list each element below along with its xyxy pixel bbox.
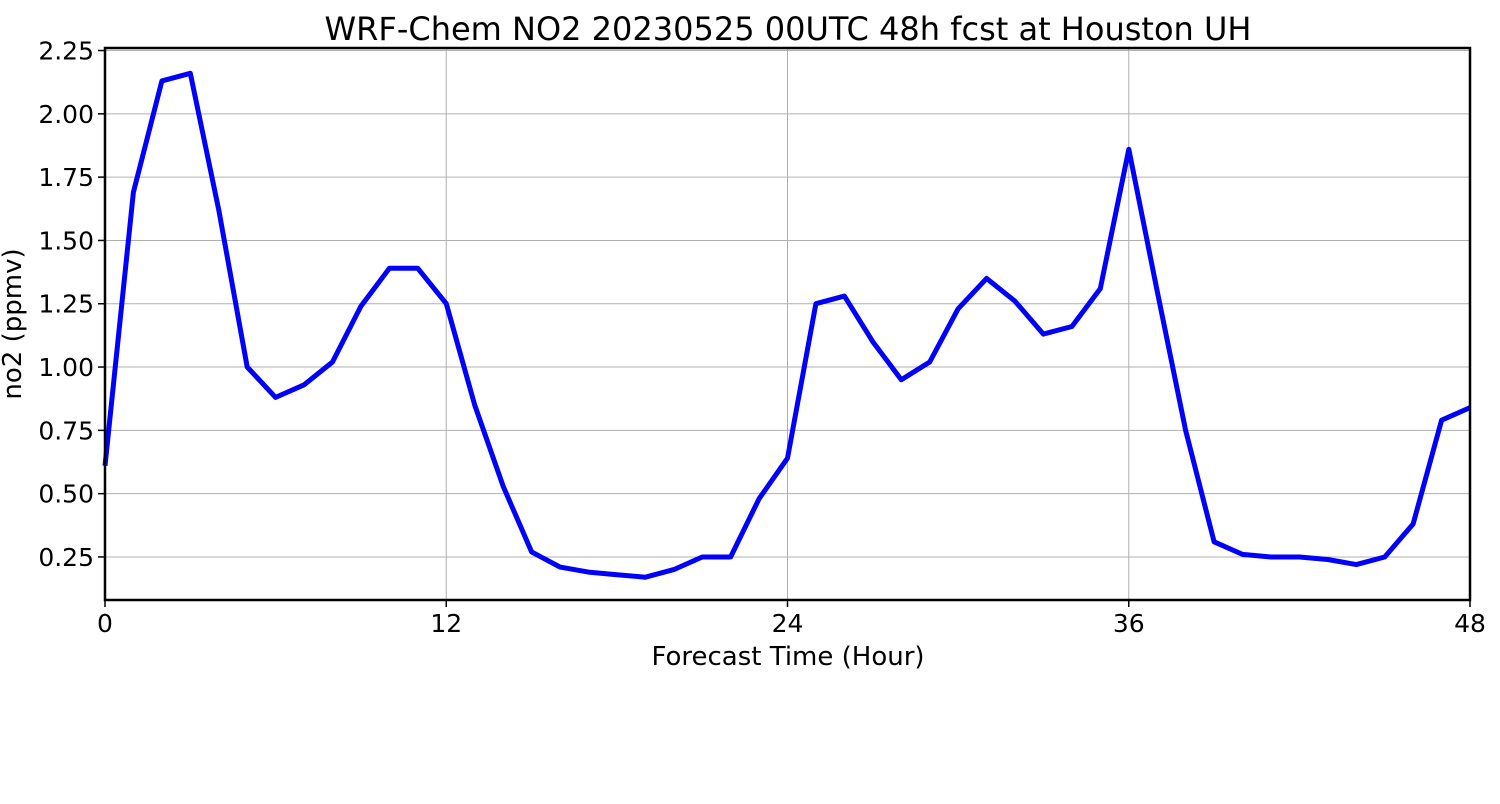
x-tick-label: 36	[1113, 609, 1145, 638]
x-tick-label: 48	[1454, 609, 1486, 638]
y-tick-label: 0.75	[38, 416, 94, 445]
grid-lines	[104, 48, 1471, 600]
y-axis-ticks: 0.25 0.50 0.75 1.00 1.25 1.50 1.75 2.00 2.25	[38, 37, 105, 572]
x-tick-label: 24	[772, 609, 804, 638]
y-tick-label: 1.25	[38, 290, 94, 319]
y-tick-label: 1.75	[38, 163, 94, 192]
x-tick-label: 0	[97, 609, 113, 638]
x-axis-label: Forecast Time (Hour)	[651, 642, 924, 672]
y-tick-label: 1.00	[38, 353, 94, 382]
y-tick-label: 0.50	[38, 480, 94, 509]
no2-series-line	[102, 70, 1472, 580]
y-tick-label: 0.25	[38, 543, 94, 572]
series-layer	[102, 70, 1472, 580]
y-axis-label: no2 (ppmv)	[0, 248, 28, 399]
x-tick-label: 12	[430, 609, 462, 638]
y-tick-label: 2.25	[38, 37, 94, 66]
y-tick-label: 2.00	[38, 100, 94, 129]
x-axis-ticks: 0 12 24 36 48	[97, 600, 1486, 638]
y-tick-label: 1.50	[38, 226, 94, 255]
chart-title: WRF-Chem NO2 20230525 00UTC 48h fcst at …	[325, 10, 1252, 48]
